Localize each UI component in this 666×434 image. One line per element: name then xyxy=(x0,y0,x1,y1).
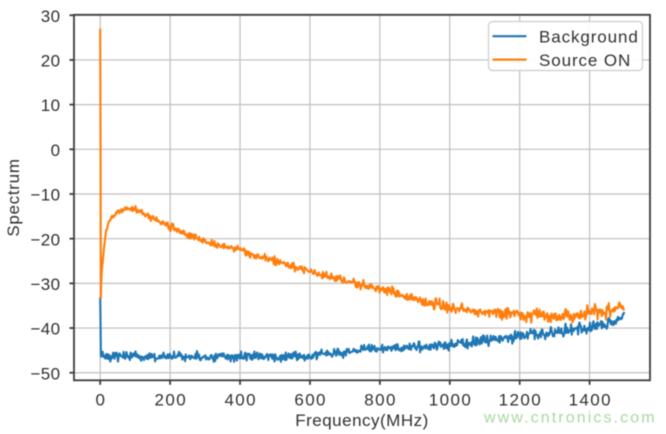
svg-text:−10: −10 xyxy=(30,186,60,205)
svg-text:−40: −40 xyxy=(30,320,60,339)
svg-text:Source ON: Source ON xyxy=(539,51,631,70)
svg-text:−30: −30 xyxy=(30,275,60,294)
svg-text:1400: 1400 xyxy=(569,390,612,409)
svg-text:Background: Background xyxy=(539,28,639,47)
svg-text:www.cntronics.com: www.cntronics.com xyxy=(483,410,657,427)
svg-text:200: 200 xyxy=(155,390,188,409)
svg-text:30: 30 xyxy=(41,7,61,26)
svg-text:400: 400 xyxy=(224,390,257,409)
svg-text:10: 10 xyxy=(41,96,61,115)
svg-text:1000: 1000 xyxy=(429,390,472,409)
svg-text:600: 600 xyxy=(294,390,327,409)
svg-text:0: 0 xyxy=(51,141,61,160)
svg-text:0: 0 xyxy=(95,390,106,409)
svg-text:1200: 1200 xyxy=(499,390,542,409)
svg-text:Frequency(MHz): Frequency(MHz) xyxy=(295,411,429,430)
svg-text:−20: −20 xyxy=(30,230,60,249)
svg-text:20: 20 xyxy=(41,52,61,71)
svg-text:800: 800 xyxy=(364,390,397,409)
svg-text:Spectrum: Spectrum xyxy=(4,158,23,236)
svg-text:−50: −50 xyxy=(30,364,60,383)
